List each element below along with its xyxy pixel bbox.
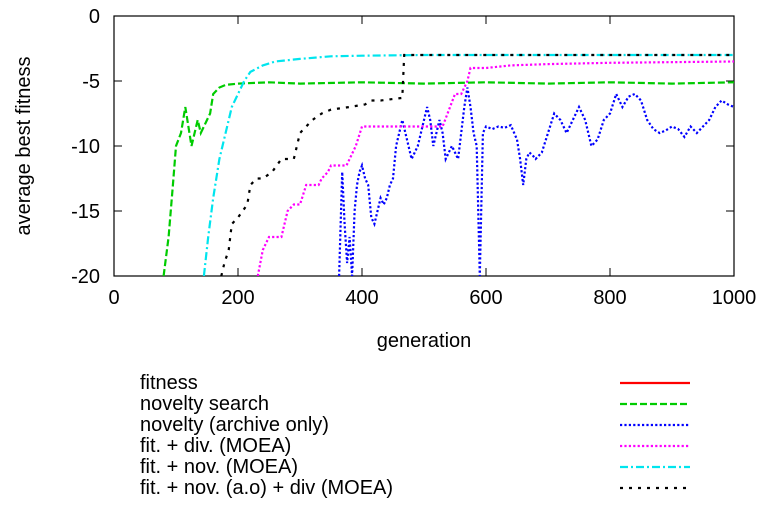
y-tick-label: 0 <box>89 6 100 28</box>
series-line-2 <box>338 87 734 276</box>
x-tick-label: 0 <box>108 287 119 309</box>
legend-label: fit. + nov. (MOEA) <box>140 456 298 478</box>
x-tick-label: 400 <box>345 287 378 309</box>
y-tick-label: -20 <box>71 266 100 288</box>
y-tick-label: -10 <box>71 136 100 158</box>
series-lines <box>162 53 734 276</box>
y-tick-label: -5 <box>82 71 100 93</box>
x-tick-label: 800 <box>593 287 626 309</box>
y-axis-label: average best fitness <box>13 57 35 236</box>
legend-label: fitness <box>140 372 198 394</box>
legend-label: fit. + nov. (a.o) + div (MOEA) <box>140 477 393 499</box>
axis-tick-labels: 0 200 400 600 800 1000 0 -5 -10 -15 -20 <box>71 6 756 309</box>
legend-label: fit. + div. (MOEA) <box>140 435 291 457</box>
x-axis-label: generation <box>377 330 472 352</box>
series-line-1 <box>162 81 734 276</box>
x-tick-label: 600 <box>469 287 502 309</box>
axis-ticks <box>113 15 735 277</box>
series-line-3 <box>256 60 734 276</box>
x-tick-label: 1000 <box>712 287 757 309</box>
legend-label: novelty (archive only) <box>140 414 329 436</box>
x-tick-label: 200 <box>221 287 254 309</box>
legend-label: novelty search <box>140 393 269 415</box>
series-line-4 <box>202 53 734 276</box>
y-tick-label: -15 <box>71 201 100 223</box>
